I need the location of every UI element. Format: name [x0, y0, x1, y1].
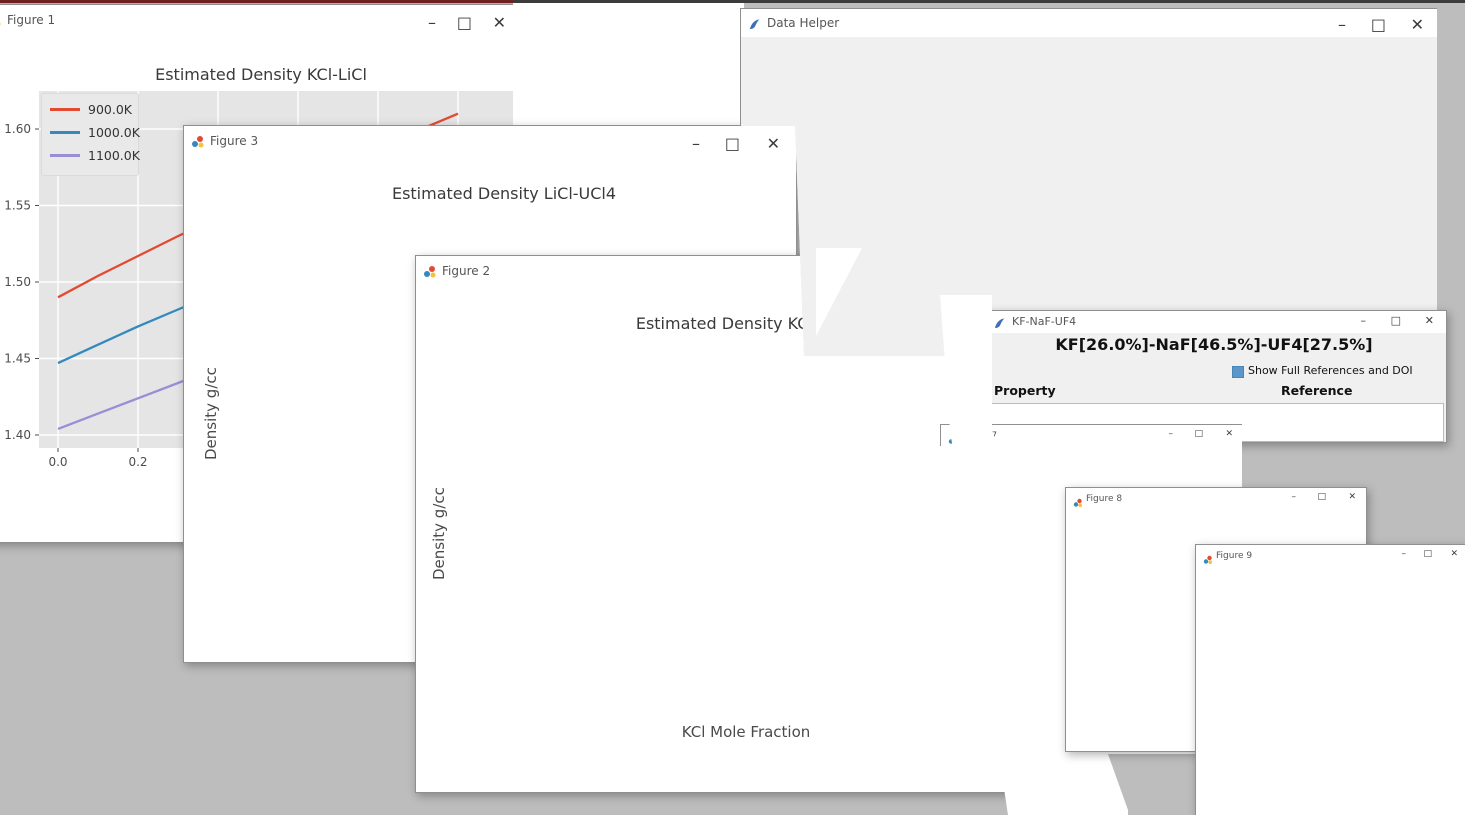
maximize-button[interactable]: □: [724, 134, 740, 153]
maximize-button[interactable]: □: [456, 13, 472, 32]
window-title: Figure 9: [1216, 551, 1253, 561]
figure7-titlebar[interactable]: Figure 7 – □ ✕: [941, 425, 1242, 446]
close-button[interactable]: ✕: [492, 13, 506, 32]
data-helper-titlebar[interactable]: Data Helper – □ ✕: [741, 9, 1437, 38]
minimize-button[interactable]: –: [1338, 15, 1346, 34]
legend-label: 1000.0K: [88, 125, 140, 140]
close-button[interactable]: ✕: [1410, 15, 1424, 34]
close-button[interactable]: ✕: [1424, 314, 1434, 327]
python-feather-icon: [993, 315, 1006, 334]
window-title: KF-NaF-UF4: [1012, 315, 1077, 328]
kf-titlebar[interactable]: KF-NaF-UF4 – □ ✕: [986, 311, 1446, 334]
maximize-button[interactable]: □: [1370, 15, 1386, 34]
show-refs-label: Show Full References and DOI: [1248, 364, 1413, 377]
close-button[interactable]: ✕: [1348, 492, 1356, 502]
minimize-button[interactable]: –: [428, 13, 436, 32]
maximize-button[interactable]: □: [1423, 549, 1432, 559]
screen-top-edge-accent: [0, 0, 513, 3]
property-column-header: Property: [994, 383, 1056, 398]
y-tick-label: 1.55: [4, 199, 31, 213]
matplotlib-icon: [1203, 550, 1213, 569]
close-button[interactable]: ✕: [1450, 549, 1458, 559]
window-title: Figure 8: [1086, 494, 1123, 504]
matplotlib-icon: [423, 264, 437, 283]
minimize-button[interactable]: –: [1168, 429, 1174, 439]
y-axis-label: Density g/cc: [202, 367, 220, 460]
plot-title: Estimated Density KCl-LiCl: [155, 65, 367, 84]
window-title: Figure 3: [210, 134, 259, 148]
matplotlib-icon: [0, 13, 2, 32]
y-tick-label: 1.50: [4, 275, 31, 289]
python-feather-icon: [748, 16, 761, 35]
reference-column-header: Reference: [1281, 383, 1353, 398]
y-tick-label: 1.40: [4, 428, 31, 442]
window-title: Figure 7: [961, 431, 998, 441]
maximize-button[interactable]: □: [1317, 492, 1326, 502]
y-tick-label: 1.45: [4, 352, 31, 366]
salt-heading: KF[26.0%]-NaF[46.5%]-UF4[27.5%]: [1055, 335, 1373, 354]
legend-line: [50, 154, 80, 157]
window-figure9: Figure 9 – □ ✕: [1195, 544, 1465, 815]
plot-legend: 900.0K 1000.0K 1100.0K: [41, 93, 140, 176]
legend-entry: 1000.0K: [50, 125, 140, 140]
minimize-button[interactable]: –: [1401, 549, 1407, 559]
figure1-titlebar[interactable]: Figure 1 – □ ✕: [0, 5, 518, 36]
figure9-titlebar[interactable]: Figure 9 – □ ✕: [1196, 545, 1465, 566]
close-button[interactable]: ✕: [1225, 429, 1233, 439]
legend-line: [50, 131, 80, 134]
maximize-button[interactable]: □: [1194, 429, 1203, 439]
legend-entry: 1100.0K: [50, 148, 140, 163]
figure2-canvas: Estimated Density KCl-UCl4 Density g/cc …: [416, 286, 1041, 792]
minimize-button[interactable]: –: [692, 134, 700, 153]
minimize-button[interactable]: –: [1360, 314, 1367, 327]
window-kf-naf-uf4: KF-NaF-UF4 – □ ✕ KF[26.0%]-NaF[46.5%]-UF…: [985, 310, 1447, 443]
show-refs-checkbox[interactable]: [1232, 366, 1244, 378]
x-axis-label: KCl Mole Fraction: [681, 723, 811, 741]
window-title: Figure 1: [7, 13, 56, 27]
x-tick-label: 0.2: [128, 455, 147, 469]
window-title: Data Helper: [767, 16, 840, 30]
data-helper-content: [741, 37, 1437, 356]
plot-title: Estimated Density LiCl-UCl4: [391, 184, 617, 203]
close-button[interactable]: ✕: [766, 134, 780, 153]
matplotlib-icon: [191, 134, 205, 153]
legend-label: 900.0K: [88, 102, 132, 117]
window-title: Figure 2: [442, 264, 491, 278]
legend-entry: 900.0K: [50, 102, 132, 117]
y-axis-label: Density g/cc: [430, 487, 448, 580]
legend-line: [50, 108, 80, 111]
figure8-titlebar[interactable]: Figure 8 – □ ✕: [1066, 488, 1366, 509]
y-tick-label: 1.60: [4, 122, 31, 136]
maximize-button[interactable]: □: [1390, 314, 1401, 327]
figure3-titlebar[interactable]: Figure 3 – □ ✕: [184, 126, 796, 157]
figure9-canvas: [1196, 565, 1465, 815]
window-data-helper: Data Helper – □ ✕: [740, 8, 1437, 356]
legend-label: 1100.0K: [88, 148, 140, 163]
x-tick-label: 0.0: [48, 455, 67, 469]
minimize-button[interactable]: –: [1291, 492, 1297, 502]
plot-title: Estimated Density KCl-UCl4: [635, 314, 857, 333]
